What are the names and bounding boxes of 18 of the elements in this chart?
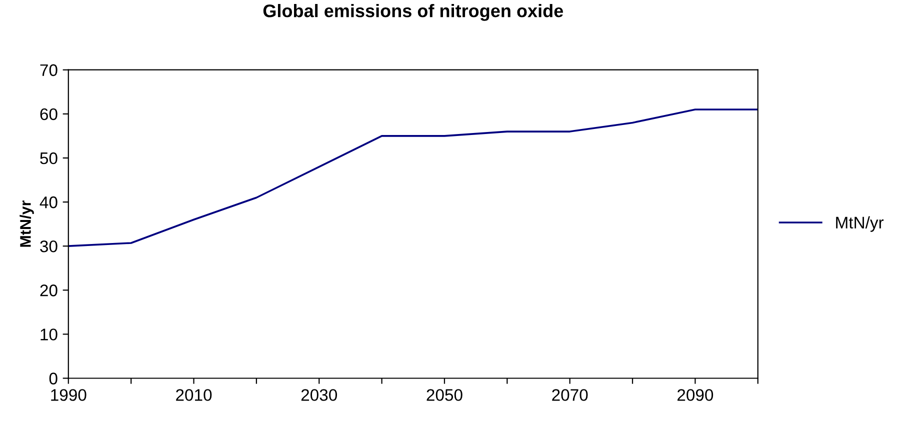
y-tick-label: 0 [49, 372, 58, 384]
y-tick-label: 40 [40, 196, 58, 208]
x-tick-label: 2090 [677, 389, 714, 401]
y-tick-label: 10 [40, 328, 58, 340]
x-tick-label: 2010 [176, 389, 212, 401]
x-tick-label: 2070 [552, 389, 588, 401]
legend-label: MtN/yr [836, 216, 884, 232]
x-tick-label: 1990 [51, 389, 86, 401]
y-tick-label: 20 [40, 284, 58, 296]
y-tick-label: 70 [40, 64, 58, 76]
y-tick-label: 60 [40, 108, 58, 120]
line-series [68, 108, 758, 247]
y-tick-label: 50 [40, 152, 58, 164]
x-tick-label: 2050 [426, 389, 462, 401]
x-tick-label: 2030 [301, 389, 338, 401]
y-axis-title: MtN/yr [20, 200, 34, 247]
y-tick-label: 30 [40, 240, 58, 252]
chart-title: Global emissions of nitrogen oxide [263, 4, 564, 21]
